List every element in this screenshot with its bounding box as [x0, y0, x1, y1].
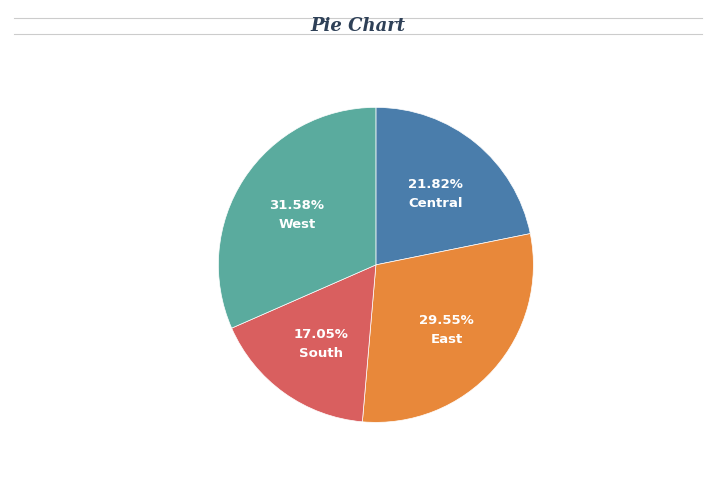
Text: 21.82%: 21.82%: [408, 178, 463, 191]
Text: Central: Central: [409, 196, 463, 209]
Text: 31.58%: 31.58%: [269, 199, 324, 212]
Wedge shape: [218, 107, 376, 328]
Wedge shape: [232, 265, 376, 422]
Text: 29.55%: 29.55%: [419, 314, 474, 327]
Wedge shape: [376, 107, 531, 265]
Text: East: East: [430, 332, 463, 346]
Wedge shape: [362, 234, 533, 422]
Text: 17.05%: 17.05%: [294, 328, 348, 341]
Text: South: South: [299, 347, 343, 360]
Text: West: West: [278, 218, 316, 231]
Text: Pie Chart: Pie Chart: [311, 17, 405, 35]
